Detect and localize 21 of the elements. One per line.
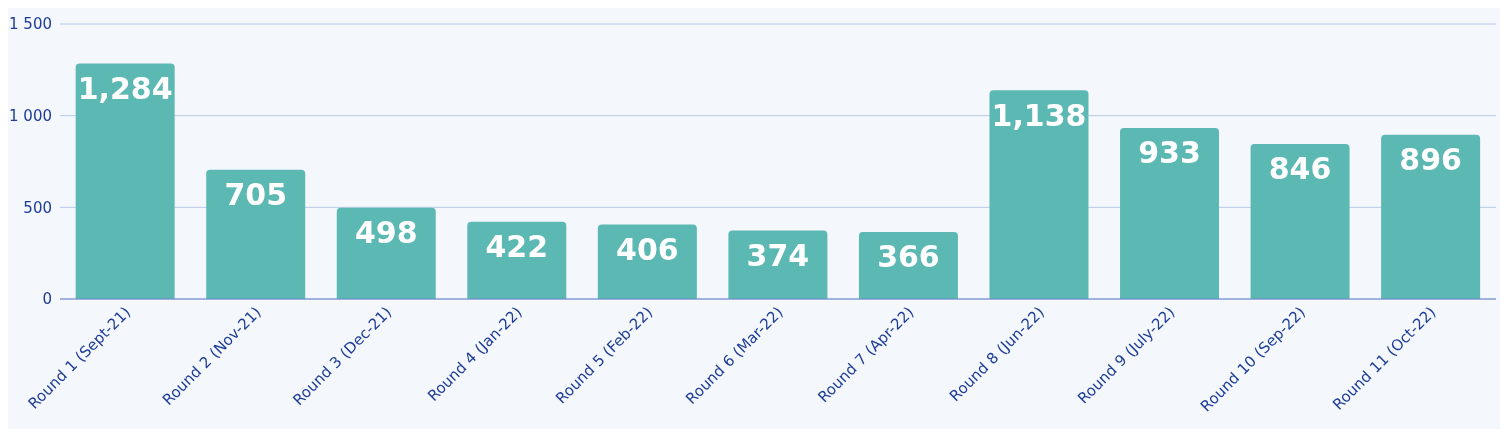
data-label: 498 <box>354 215 418 250</box>
bar <box>75 63 175 299</box>
y-tick-label: 0 <box>42 290 52 309</box>
data-label: 705 <box>224 177 288 213</box>
bar <box>1381 134 1481 299</box>
bar <box>989 90 1089 299</box>
bar <box>1250 143 1350 299</box>
data-label: 422 <box>485 228 549 264</box>
bar <box>206 169 306 299</box>
data-label: 366 <box>877 239 940 275</box>
bar <box>1120 127 1220 299</box>
data-label: 1,284 <box>77 70 173 106</box>
y-tick-label: 1 000 <box>9 106 52 125</box>
data-label: 406 <box>616 231 679 267</box>
data-label: 896 <box>1399 142 1462 178</box>
data-label: 846 <box>1268 151 1332 187</box>
data-label: 374 <box>746 237 810 273</box>
y-tick-label: 500 <box>23 198 52 217</box>
data-label: 1,138 <box>991 97 1087 133</box>
y-tick-label: 1 500 <box>9 15 52 34</box>
data-label: 933 <box>1138 135 1201 171</box>
